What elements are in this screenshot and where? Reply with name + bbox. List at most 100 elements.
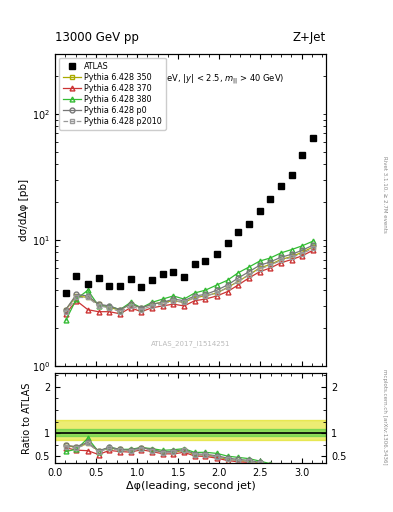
ATLAS: [268, 196, 273, 202]
Pythia 6.428 370: [246, 275, 251, 281]
Pythia 6.428 380: [246, 264, 251, 270]
ATLAS: [63, 290, 68, 296]
Pythia 6.428 350: [118, 307, 122, 313]
Pythia 6.428 370: [289, 257, 294, 263]
Pythia 6.428 370: [203, 296, 208, 302]
Pythia 6.428 380: [225, 277, 230, 283]
Pythia 6.428 p0: [246, 269, 251, 275]
Pythia 6.428 380: [268, 255, 273, 261]
Pythia 6.428 370: [257, 269, 262, 275]
Pythia 6.428 350: [107, 305, 112, 311]
Text: 13000 GeV pp: 13000 GeV pp: [55, 31, 139, 44]
Pythia 6.428 p2010: [289, 254, 294, 260]
Pythia 6.428 370: [74, 297, 79, 304]
ATLAS: [139, 285, 144, 291]
Pythia 6.428 370: [128, 305, 133, 311]
Pythia 6.428 350: [215, 290, 219, 296]
Line: ATLAS: ATLAS: [62, 134, 316, 296]
Pythia 6.428 350: [171, 297, 176, 304]
Pythia 6.428 370: [150, 305, 154, 311]
Pythia 6.428 p2010: [118, 309, 122, 315]
ATLAS: [74, 273, 79, 279]
Pythia 6.428 380: [236, 270, 241, 276]
Pythia 6.428 350: [96, 301, 101, 307]
Pythia 6.428 370: [225, 288, 230, 294]
Pythia 6.428 p2010: [236, 278, 241, 284]
Pythia 6.428 p2010: [279, 257, 283, 263]
Pythia 6.428 350: [300, 249, 305, 255]
Pythia 6.428 350: [63, 307, 68, 313]
Pythia 6.428 350: [192, 294, 197, 301]
Pythia 6.428 p0: [192, 293, 197, 299]
Pythia 6.428 380: [160, 296, 165, 302]
Pythia 6.428 370: [96, 309, 101, 315]
Pythia 6.428 p0: [118, 307, 122, 313]
Text: Rivet 3.1.10, ≥ 2.7M events: Rivet 3.1.10, ≥ 2.7M events: [382, 156, 387, 233]
Pythia 6.428 350: [236, 278, 241, 284]
Pythia 6.428 370: [86, 307, 90, 313]
Bar: [55, 429, 326, 436]
Pythia 6.428 p2010: [63, 309, 68, 315]
Pythia 6.428 370: [139, 309, 144, 315]
Y-axis label: Ratio to ATLAS: Ratio to ATLAS: [22, 382, 32, 454]
Pythia 6.428 p2010: [171, 297, 176, 304]
Text: mcplots.cern.ch [arXiv:1306.3436]: mcplots.cern.ch [arXiv:1306.3436]: [382, 370, 387, 465]
Pythia 6.428 p2010: [128, 303, 133, 309]
Pythia 6.428 p0: [215, 287, 219, 293]
Pythia 6.428 p2010: [107, 305, 112, 311]
Pythia 6.428 p2010: [311, 245, 316, 251]
Pythia 6.428 p2010: [268, 262, 273, 268]
Pythia 6.428 350: [246, 272, 251, 278]
Pythia 6.428 380: [311, 238, 316, 244]
Pythia 6.428 350: [257, 265, 262, 271]
Bar: [55, 420, 326, 440]
Pythia 6.428 p0: [107, 303, 112, 309]
Pythia 6.428 370: [118, 311, 122, 317]
ATLAS: [86, 281, 90, 287]
Pythia 6.428 370: [268, 265, 273, 271]
Pythia 6.428 350: [139, 305, 144, 311]
Pythia 6.428 380: [150, 300, 154, 306]
Line: Pythia 6.428 p0: Pythia 6.428 p0: [63, 243, 316, 312]
Pythia 6.428 p0: [171, 296, 176, 302]
Pythia 6.428 p0: [311, 242, 316, 248]
Pythia 6.428 350: [74, 293, 79, 299]
Line: Pythia 6.428 350: Pythia 6.428 350: [63, 245, 316, 312]
Pythia 6.428 p2010: [139, 307, 144, 313]
Pythia 6.428 p2010: [203, 293, 208, 299]
Pythia 6.428 p0: [86, 293, 90, 299]
Pythia 6.428 p0: [139, 305, 144, 311]
ATLAS: [118, 283, 122, 289]
Pythia 6.428 380: [96, 303, 101, 309]
Pythia 6.428 p2010: [86, 294, 90, 301]
Pythia 6.428 380: [279, 250, 283, 256]
ATLAS: [182, 274, 186, 280]
Pythia 6.428 380: [86, 287, 90, 293]
Pythia 6.428 370: [215, 293, 219, 299]
ATLAS: [225, 240, 230, 246]
Pythia 6.428 350: [86, 294, 90, 301]
Pythia 6.428 350: [150, 301, 154, 307]
Pythia 6.428 350: [160, 300, 165, 306]
ATLAS: [289, 172, 294, 178]
Line: Pythia 6.428 380: Pythia 6.428 380: [63, 239, 316, 323]
ATLAS: [107, 283, 112, 289]
ATLAS: [203, 258, 208, 264]
Pythia 6.428 350: [203, 293, 208, 299]
Pythia 6.428 p2010: [300, 250, 305, 257]
ATLAS: [96, 275, 101, 281]
Pythia 6.428 380: [300, 243, 305, 249]
Pythia 6.428 350: [268, 261, 273, 267]
Pythia 6.428 p0: [300, 247, 305, 253]
Pythia 6.428 370: [63, 311, 68, 317]
Pythia 6.428 p2010: [246, 272, 251, 278]
ATLAS: [236, 229, 241, 236]
Pythia 6.428 p2010: [215, 290, 219, 296]
Pythia 6.428 p2010: [150, 303, 154, 309]
Pythia 6.428 370: [279, 260, 283, 266]
Text: ATLAS_2017_I1514251: ATLAS_2017_I1514251: [151, 340, 230, 347]
Pythia 6.428 380: [63, 317, 68, 324]
Pythia 6.428 380: [182, 296, 186, 302]
Text: Z+Jet: Z+Jet: [293, 31, 326, 44]
Pythia 6.428 350: [225, 285, 230, 291]
